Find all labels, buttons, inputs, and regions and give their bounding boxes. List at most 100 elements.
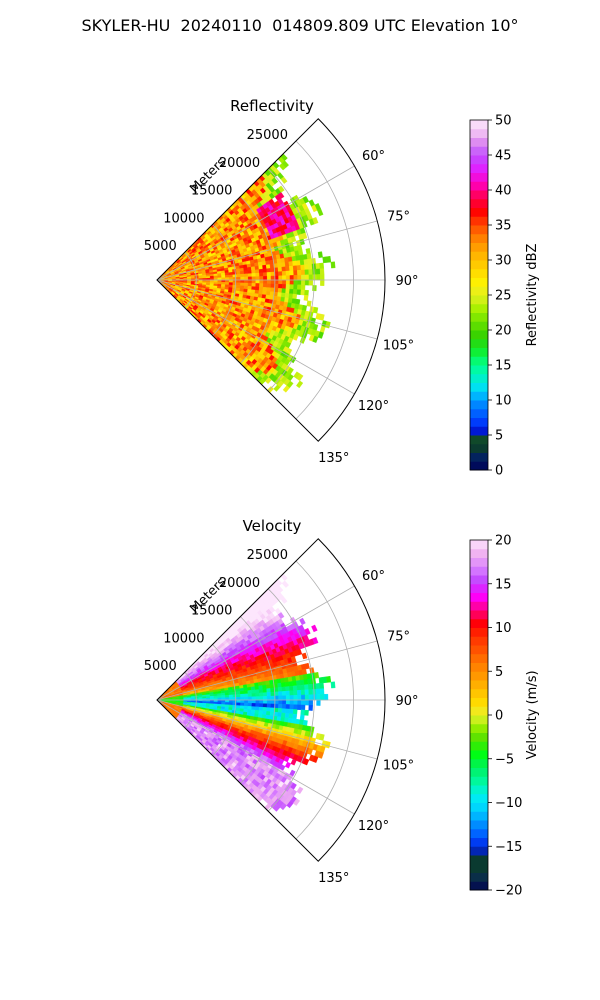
colorbar-segment xyxy=(470,417,488,427)
colorbar-segment xyxy=(470,163,488,173)
colorbar-segment xyxy=(470,767,488,777)
colorbar-segment xyxy=(470,793,488,803)
colorbar-segment xyxy=(470,128,488,138)
radar-cell xyxy=(296,786,304,795)
radar-cell xyxy=(232,282,237,286)
azimuth-tick-label: 75° xyxy=(387,209,410,224)
radar-cell xyxy=(323,693,329,701)
radar-cell xyxy=(266,699,272,705)
radar-cell xyxy=(243,282,249,287)
colorbar-segment xyxy=(470,828,488,838)
colorbar-tick-label: 40 xyxy=(495,184,512,199)
radar-cell xyxy=(277,266,283,272)
radar-cell xyxy=(278,703,283,709)
colorbar-segment xyxy=(470,365,488,375)
radar-cell xyxy=(292,293,298,300)
radar-cell xyxy=(312,217,319,225)
radar-cell xyxy=(247,693,253,698)
radar-cell xyxy=(251,699,257,704)
radar-cell xyxy=(263,696,268,701)
radar-cell xyxy=(251,283,256,287)
radar-cell xyxy=(304,689,310,696)
radar-cell xyxy=(301,279,306,286)
colorbar-segment xyxy=(470,715,488,725)
colorbar-segment xyxy=(470,260,488,270)
radar-cell xyxy=(266,275,272,281)
azimuth-spoke xyxy=(156,699,355,815)
radar-cell xyxy=(251,279,257,284)
radar-cell xyxy=(296,289,302,295)
colorbar-segment xyxy=(470,408,488,418)
radar-cell xyxy=(285,279,291,285)
azimuth-tick-label: 90° xyxy=(395,694,418,709)
colorbar-segment xyxy=(470,610,488,620)
colorbar-segment xyxy=(470,785,488,795)
radar-cell xyxy=(270,267,275,273)
radar-cell xyxy=(285,284,291,290)
radar-cell xyxy=(289,270,294,276)
radar-cell xyxy=(258,268,264,274)
radar-cell xyxy=(232,279,238,283)
radar-cell xyxy=(293,279,298,286)
radar-cell xyxy=(281,682,286,688)
colorbar-tick-label: −20 xyxy=(495,884,522,899)
colorbar-segment xyxy=(470,251,488,261)
colorbar-segment xyxy=(470,198,488,208)
radar-cell xyxy=(228,274,234,278)
radar-cell xyxy=(304,709,309,716)
radial-tick-label: 15000 xyxy=(191,604,232,619)
radar-cell xyxy=(225,694,230,698)
radar-cell xyxy=(301,668,308,676)
radar-cell xyxy=(319,262,325,270)
radar-cell xyxy=(247,266,252,271)
figure-title: SKYLER-HU 20240110 014809.809 UTC Elevat… xyxy=(81,16,519,35)
radar-cell xyxy=(251,703,256,707)
radar-cell xyxy=(312,637,319,645)
radar-cell xyxy=(240,273,245,278)
radar-cell xyxy=(277,682,282,688)
radar-cell xyxy=(251,696,257,701)
radar-cell xyxy=(285,270,291,276)
radar-cell xyxy=(236,282,241,286)
radar-cell xyxy=(296,380,304,389)
radar-cell xyxy=(240,699,245,704)
radar-cell xyxy=(315,683,321,690)
radar-cell xyxy=(297,279,302,286)
radar-data xyxy=(156,573,336,812)
colorbar-segment xyxy=(470,190,488,200)
radar-cell xyxy=(270,283,275,289)
radar-cell xyxy=(278,283,283,289)
radar-cell xyxy=(276,585,284,593)
colorbar-tick-label: 25 xyxy=(495,289,512,304)
colorbar-segment xyxy=(470,382,488,392)
radar-cell xyxy=(270,287,275,293)
radar-cell xyxy=(316,268,321,275)
radar-cell xyxy=(292,289,298,295)
radar-cell xyxy=(326,255,332,263)
colorbar-segment xyxy=(470,400,488,410)
radar-cell xyxy=(266,695,272,701)
radar-cell xyxy=(278,691,283,697)
radar-cell xyxy=(293,270,298,276)
radar-cell xyxy=(293,699,298,706)
radar-cell xyxy=(281,712,286,718)
radar-cell xyxy=(303,758,310,766)
radar-cell xyxy=(228,694,234,698)
colorbar-segment xyxy=(470,723,488,733)
radar-cell xyxy=(316,688,321,695)
radar-cell xyxy=(232,699,238,703)
colorbar-tick-label: 15 xyxy=(495,577,512,592)
radar-cell xyxy=(266,287,271,292)
radar-cell xyxy=(281,270,287,276)
radar-cell xyxy=(289,704,294,710)
radar-cell xyxy=(244,699,249,704)
radar-cell xyxy=(292,685,298,691)
radar-cell xyxy=(213,275,218,279)
colorbar-segment xyxy=(470,216,488,226)
azimuth-tick-label: 135° xyxy=(318,451,349,466)
radar-cell xyxy=(247,690,252,694)
radar-cell xyxy=(308,689,313,696)
radar-cell xyxy=(277,712,282,718)
radar-cell xyxy=(304,269,310,276)
